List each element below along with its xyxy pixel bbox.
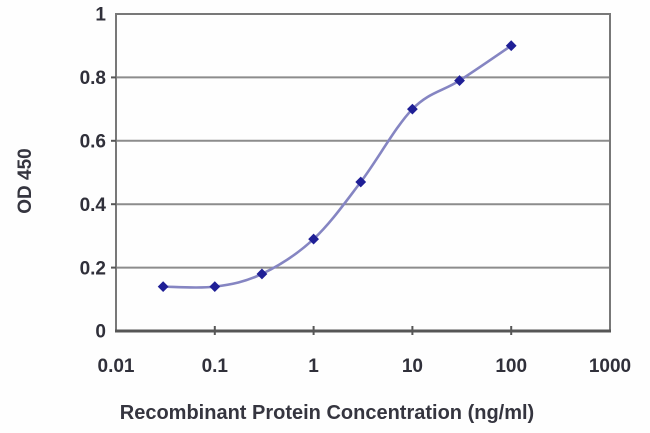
data-point xyxy=(355,176,367,188)
y-axis-ticks xyxy=(111,76,116,269)
data-point xyxy=(157,281,169,293)
x-tick-label: 1 xyxy=(308,356,319,377)
data-point xyxy=(407,103,418,115)
plot-frame xyxy=(115,13,611,332)
y-tick-label: 0.2 xyxy=(80,258,106,279)
y-axis-title: OD 450 xyxy=(15,148,36,213)
data-point-markers xyxy=(157,40,517,293)
data-point xyxy=(308,233,319,245)
x-tick-label: 0.01 xyxy=(98,356,135,377)
y-tick-label: 0.6 xyxy=(80,131,106,152)
data-point xyxy=(209,281,221,293)
data-point xyxy=(454,75,465,86)
x-tick-label: 0.1 xyxy=(202,356,229,377)
gridlines xyxy=(116,76,610,269)
x-axis-title: Recombinant Protein Concentration (ng/ml… xyxy=(120,402,534,424)
x-axis-tick-labels: 0.01 0.1 1 10 100 1000 xyxy=(98,356,632,377)
y-tick-label: 0.4 xyxy=(80,195,107,216)
x-tick-label: 1000 xyxy=(589,356,631,377)
series-line xyxy=(163,44,512,289)
data-point xyxy=(505,40,517,52)
y-axis-tick-labels: 0 0.2 0.4 0.6 0.8 1 xyxy=(80,5,107,343)
x-axis-ticks xyxy=(213,326,513,335)
y-tick-label: 1 xyxy=(95,5,106,26)
x-tick-label: 10 xyxy=(402,356,423,377)
x-tick-label: 100 xyxy=(495,356,527,377)
data-point xyxy=(256,268,268,280)
y-tick-label: 0.8 xyxy=(80,68,106,89)
y-tick-label: 0 xyxy=(95,322,106,343)
